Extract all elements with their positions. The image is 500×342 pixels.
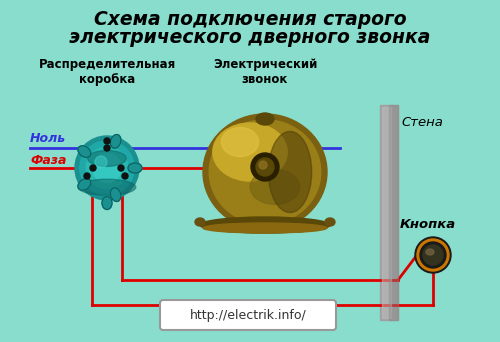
Circle shape (90, 165, 96, 171)
Text: Фаза: Фаза (30, 154, 66, 167)
Text: Схема подключения старого: Схема подключения старого (94, 10, 406, 29)
Circle shape (259, 161, 267, 169)
Ellipse shape (200, 217, 330, 233)
Ellipse shape (110, 134, 121, 148)
Circle shape (84, 173, 90, 179)
Circle shape (251, 153, 279, 181)
Circle shape (95, 156, 107, 168)
Ellipse shape (195, 218, 205, 226)
Circle shape (104, 145, 110, 151)
Circle shape (122, 173, 128, 179)
Circle shape (104, 138, 110, 144)
Ellipse shape (88, 150, 126, 167)
Text: Распределительная
коробка: Распределительная коробка (38, 58, 175, 86)
Ellipse shape (78, 179, 136, 195)
Circle shape (80, 141, 134, 195)
Ellipse shape (325, 218, 335, 226)
Ellipse shape (203, 223, 327, 233)
Ellipse shape (213, 123, 287, 181)
Ellipse shape (78, 146, 90, 157)
Circle shape (423, 245, 443, 265)
Text: электрического дверного звонка: электрического дверного звонка (70, 28, 430, 47)
Circle shape (75, 136, 139, 200)
Text: Электрический
звонок: Электрический звонок (213, 58, 317, 86)
Text: http://electrik.info/: http://electrik.info/ (190, 308, 306, 321)
Circle shape (86, 147, 128, 189)
FancyBboxPatch shape (160, 300, 336, 330)
Ellipse shape (426, 249, 434, 255)
Ellipse shape (268, 131, 312, 213)
Ellipse shape (110, 188, 121, 201)
Ellipse shape (102, 197, 112, 210)
Bar (382, 107, 391, 318)
Ellipse shape (256, 113, 274, 125)
Ellipse shape (128, 163, 142, 173)
Ellipse shape (222, 128, 258, 157)
Bar (380, 105, 398, 320)
Circle shape (92, 154, 122, 182)
Ellipse shape (78, 179, 90, 190)
Circle shape (415, 237, 451, 273)
Text: Ноль: Ноль (30, 132, 66, 145)
Bar (389, 105, 398, 320)
Ellipse shape (209, 120, 321, 224)
Ellipse shape (250, 170, 300, 205)
Circle shape (420, 242, 446, 268)
Ellipse shape (203, 114, 327, 230)
Text: Кнопка: Кнопка (400, 218, 456, 231)
Circle shape (417, 239, 449, 271)
Text: Стена: Стена (401, 117, 443, 130)
Circle shape (118, 165, 124, 171)
Circle shape (256, 158, 274, 176)
